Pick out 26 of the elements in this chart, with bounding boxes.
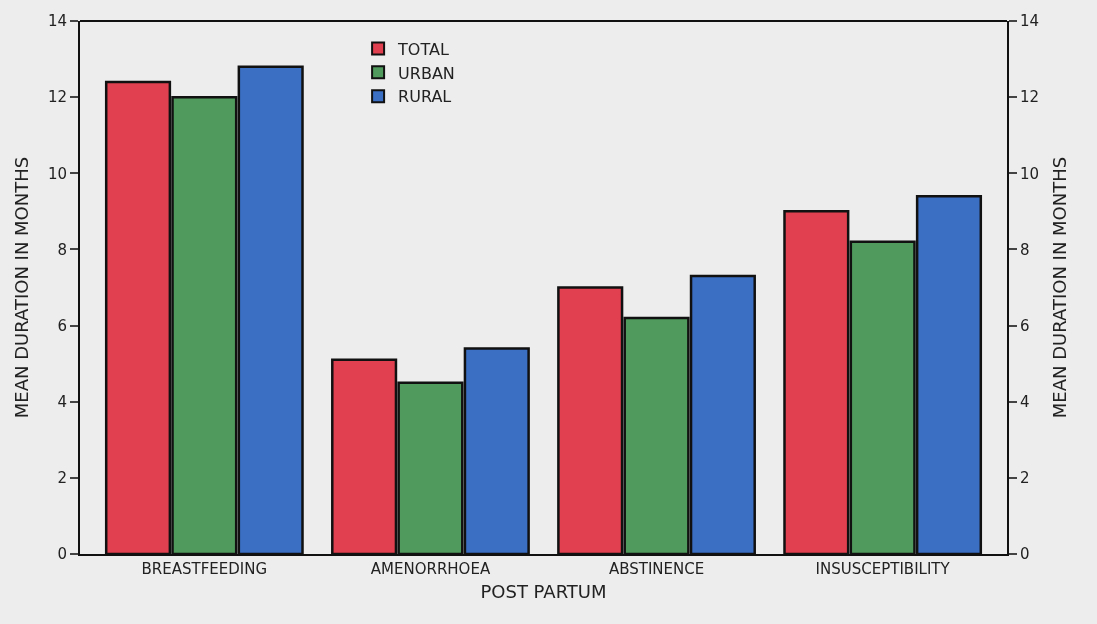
x-axis-title: POST PARTUM	[480, 580, 607, 602]
y-tick-label: 2	[57, 469, 67, 488]
y-axis-title: MEAN DURATION IN MONTHS	[10, 156, 32, 419]
y2-tick-label: 6	[1020, 316, 1030, 335]
y2-axis-title: MEAN DURATION IN MONTHS	[1048, 156, 1070, 419]
y2-tick-label: 2	[1020, 469, 1030, 488]
y-tick-label: 8	[57, 240, 67, 259]
y2-tick-label: 12	[1020, 88, 1040, 107]
y2-tick-label: 14	[1020, 12, 1040, 31]
y-tick-label: 14	[47, 12, 67, 31]
y2-tick-label: 4	[1020, 392, 1030, 411]
y-tick-label: 0	[57, 545, 67, 564]
y-tick-label: 10	[47, 164, 67, 183]
legend-label: URBAN	[398, 63, 455, 83]
y-tick-label: 4	[57, 392, 67, 411]
y2-tick-label: 0	[1020, 545, 1030, 564]
legend-label: RURAL	[398, 87, 452, 107]
y2-tick-label: 8	[1020, 240, 1030, 259]
y2-tick-label: 10	[1020, 164, 1040, 183]
legend-label: TOTAL	[397, 39, 449, 59]
x-tick-label: INSUSCEPTIBILITY	[815, 560, 951, 578]
x-tick-label: AMENORRHOEA	[370, 560, 491, 578]
y-tick-label: 12	[47, 88, 67, 107]
y-tick-label: 6	[57, 316, 67, 335]
x-tick-label: ABSTINENCE	[608, 560, 705, 578]
x-tick-label: BREASTFEEDING	[141, 560, 268, 578]
